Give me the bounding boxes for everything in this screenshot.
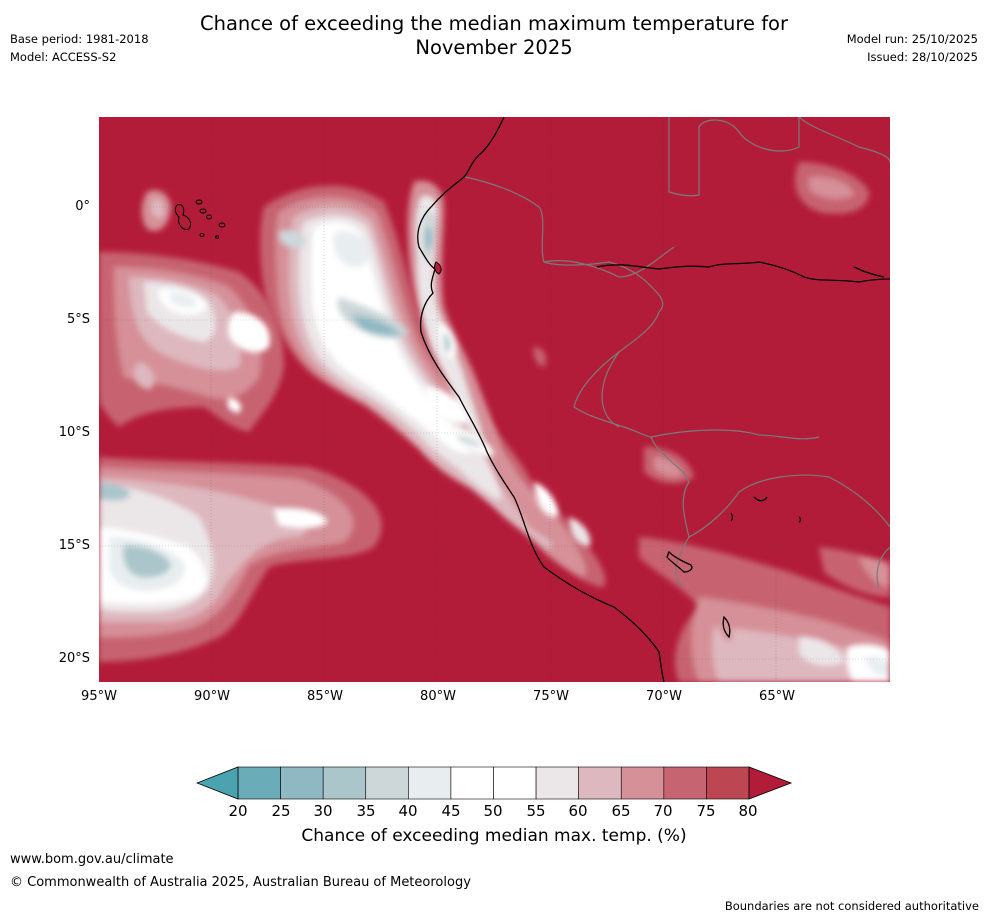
footer-disclaimer: Boundaries are not considered authoritat… (724, 899, 979, 913)
anomaly-region-central (227, 185, 606, 587)
lon-label-70w: 70°W (646, 689, 682, 704)
issued-text: Issued: 28/10/2025 (867, 50, 978, 64)
lat-label-10s: 10°S (58, 425, 90, 440)
galapagos-islands (174, 199, 226, 239)
colorbar-below-arrow (196, 766, 239, 800)
model-text: Model: ACCESS-S2 (10, 50, 117, 64)
colorbar-cell (237, 766, 281, 800)
colorbar-tick-70: 70 (653, 802, 673, 820)
lat-label-15s: 15°S (58, 538, 90, 553)
lat-label-5s: 5°S (66, 312, 90, 327)
colorbar (196, 766, 793, 800)
title-line-2: November 2025 (415, 36, 573, 59)
colorbar-tick-40: 40 (398, 802, 418, 820)
colorbar-cell (365, 766, 409, 800)
lon-label-80w: 80°W (420, 689, 456, 704)
country-boundaries (464, 117, 890, 588)
footer-copyright: © Commonwealth of Australia 2025, Austra… (10, 875, 471, 890)
anomaly-region-coastal (407, 180, 591, 547)
lon-label-65w: 65°W (759, 689, 795, 704)
anomaly-region-west-south (99, 457, 382, 662)
colorbar-tick-20: 20 (228, 802, 248, 820)
colorbar-cell (322, 766, 367, 800)
colorbar-above-arrow (748, 766, 793, 800)
meta-right: Model run: 25/10/2025 Issued: 28/10/2025 (847, 30, 978, 66)
colorbar-tick-50: 50 (483, 802, 503, 820)
colorbar-tick-30: 30 (313, 802, 333, 820)
chart-title: Chance of exceeding the median maximum t… (0, 12, 988, 60)
colorbar-tick-65: 65 (611, 802, 631, 820)
colorbar-cell (535, 766, 579, 800)
colorbar-cell (493, 766, 537, 800)
footer-url: www.bom.gov.au/climate (10, 852, 174, 867)
colorbar-cell (450, 766, 494, 800)
map-svg (99, 117, 890, 682)
colorbar-cell (663, 766, 707, 800)
lat-label-0: 0° (75, 199, 90, 214)
lon-label-95w: 95°W (81, 689, 117, 704)
colorbar-tick-55: 55 (526, 802, 546, 820)
colorbar-tick-25: 25 (271, 802, 291, 820)
base-period-text: Base period: 1981-2018 (10, 32, 149, 46)
colorbar-cells (237, 766, 750, 800)
colorbar-tick-60: 60 (568, 802, 588, 820)
lat-label-20s: 20°S (58, 651, 90, 666)
title-line-1: Chance of exceeding the median maximum t… (199, 12, 789, 35)
colorbar-tick-80: 80 (738, 802, 758, 820)
graticule (99, 117, 890, 682)
colorbar-cell (408, 766, 452, 800)
lon-label-90w: 90°W (194, 689, 230, 704)
meta-left: Base period: 1981-2018 Model: ACCESS-S2 (10, 30, 149, 66)
lon-label-75w: 75°W (533, 689, 569, 704)
puna-island (434, 261, 442, 275)
colorbar-cell (578, 766, 622, 800)
colorbar-cell (620, 766, 665, 800)
colorbar-cell (706, 766, 750, 800)
colorbar-label: Chance of exceeding median max. temp. (%… (301, 826, 687, 846)
colorbar-tick-45: 45 (441, 802, 461, 820)
colorbar-cell (280, 766, 324, 800)
anomaly-region-land (533, 162, 890, 682)
anomaly-region-west-north (99, 190, 284, 432)
lon-label-85w: 85°W (307, 689, 343, 704)
colorbar-tick-35: 35 (356, 802, 376, 820)
colorbar-tick-75: 75 (696, 802, 716, 820)
forecast-map (99, 117, 890, 682)
coastlines (417, 117, 890, 682)
model-run-text: Model run: 25/10/2025 (846, 32, 978, 46)
